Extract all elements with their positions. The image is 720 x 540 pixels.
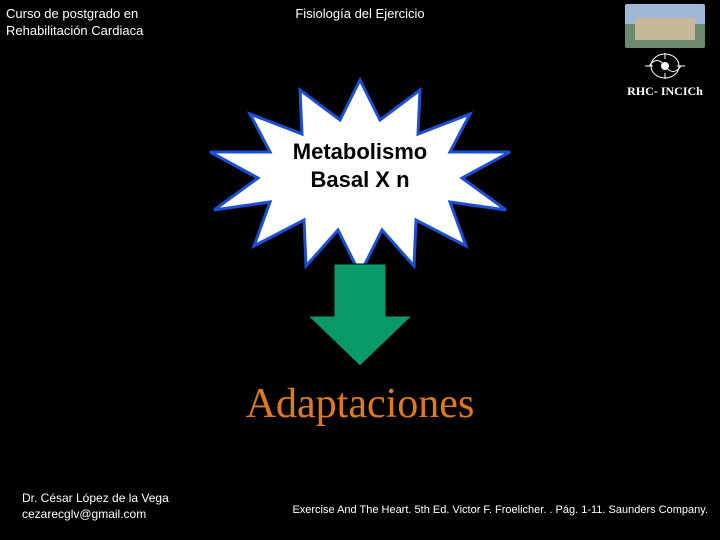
citation: Exercise And The Heart. 5th Ed. Victor F… — [292, 504, 708, 516]
main-heading: Adaptaciones — [0, 380, 720, 428]
institution-label: RHC- INCICh — [616, 84, 714, 99]
institution-photo — [625, 4, 705, 48]
main-heading-text: Adaptaciones — [246, 381, 475, 427]
course-title: Curso de postgrado en Rehabilitación Car… — [6, 6, 143, 40]
author-block: Dr. César López de la Vega cezarecglv@gm… — [22, 490, 169, 522]
author-email: cezarecglv@gmail.com — [22, 506, 169, 522]
course-title-line2: Rehabilitación Cardiaca — [6, 23, 143, 40]
institution-logo-block: RHC- INCICh — [616, 4, 714, 99]
starburst-line2: Basal X n — [230, 166, 490, 194]
down-arrow-icon — [300, 260, 420, 370]
institution-emblem-icon — [640, 50, 690, 82]
starburst-callout: Metabolismo Basal X n — [230, 100, 490, 250]
starburst-line1: Metabolismo — [230, 138, 490, 166]
course-title-line1: Curso de postgrado en — [6, 6, 143, 23]
slide-topic: Fisiología del Ejercicio — [295, 6, 424, 21]
author-name: Dr. César López de la Vega — [22, 490, 169, 506]
starburst-text: Metabolismo Basal X n — [230, 138, 490, 193]
building-shape — [635, 18, 695, 40]
